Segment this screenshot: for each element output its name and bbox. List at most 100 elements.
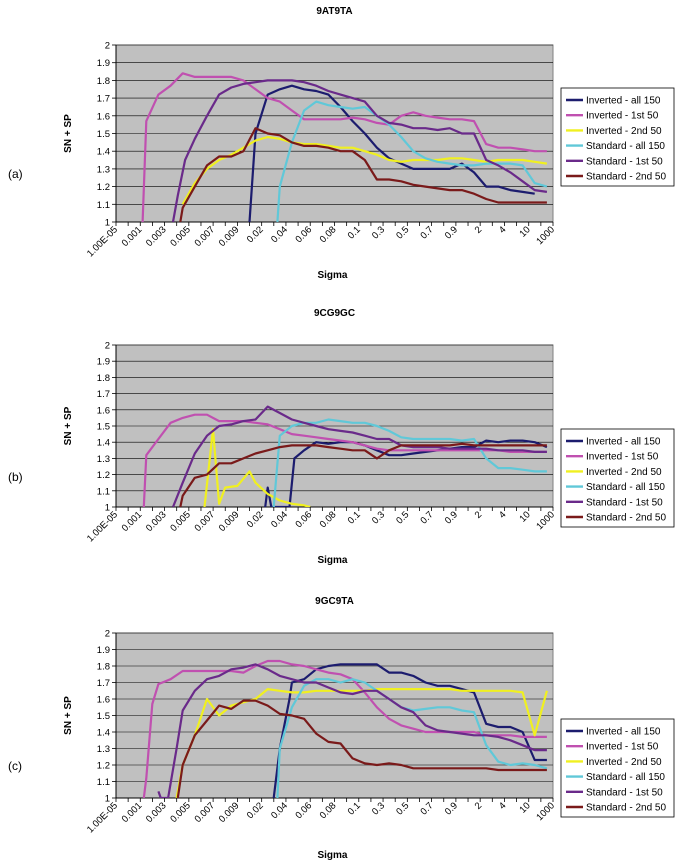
legend-entry: Standard - 1st 50 [586,156,663,167]
x-tick-label: 0.001 [120,224,145,249]
series-line-3 [175,687,548,798]
legend-entry: Inverted - all 150 [586,437,661,448]
x-tick-label: 0.005 [168,224,193,249]
legend-entry: Standard - 2nd 50 [586,172,666,183]
y-tick-label: 1.7 [97,94,110,105]
x-tick-label: 4 [497,224,509,236]
y-tick-label: 1.5 [97,129,110,140]
x-tick-label: 0.5 [394,224,411,241]
x-tick-label: 0.02 [245,224,266,245]
x-tick-label: 0.02 [245,800,266,821]
series-line-5 [171,79,548,222]
series-line-3 [181,135,548,205]
x-tick-label: 0.06 [293,800,314,821]
y-tick-label: 2 [105,41,110,52]
x-tick-label: 0.003 [144,800,169,825]
x-tick-label: 0.3 [370,509,387,526]
x-tick-label: 1000 [534,800,557,823]
x-tick-label: 0.001 [120,509,145,534]
panel-label: (a) [8,167,23,181]
series-line-6 [179,127,547,222]
x-tick-label: 10 [518,800,533,815]
legend-entry: Standard - all 150 [586,772,665,783]
y-tick-label: 1.7 [97,389,110,400]
legend-entry: Standard - 1st 50 [586,497,663,508]
y-tick-label: 1 [105,503,110,514]
series-line-2 [142,413,547,507]
y-tick-label: 1.9 [97,357,110,368]
y-tick-label: 1.6 [97,405,110,416]
x-tick-label: 0.1 [346,800,363,817]
y-tick-label: 1.8 [97,373,110,384]
x-tick-label: 0.003 [144,509,169,534]
x-tick-label: 2 [473,224,485,236]
y-tick-label: 1.9 [97,58,110,69]
x-tick-label: 0.009 [217,509,242,534]
x-tick-label: 0.001 [120,800,145,825]
x-tick-label: 0.06 [293,224,314,245]
panel-label: (b) [8,470,23,484]
x-tick-label: 0.5 [394,800,411,817]
y-tick-label: 1.6 [97,695,110,706]
series-line-1 [264,439,548,507]
y-tick-label: 1.4 [97,147,110,158]
series-line-2 [142,659,547,798]
x-tick-label: 4 [497,509,509,521]
x-tick-label: 1000 [534,224,557,247]
x-tick-label: 0.04 [269,224,290,245]
chart-panel-1: 11.11.21.31.41.51.61.71.81.921.00E-05 0.0… [8,6,675,281]
chart-title: 9AT9TA [316,6,352,17]
x-tick-label: 0.005 [168,509,193,534]
y-tick-label: 1.8 [97,662,110,673]
legend-entry: Standard - 1st 50 [586,787,663,798]
y-axis-title: SN + SP [63,696,74,735]
series-line-5 [157,663,547,798]
y-tick-label: 1.4 [97,728,110,739]
x-tick-label: 1.00E-05 [85,509,120,544]
x-tick-label: 4 [497,800,509,812]
x-tick-label: 0.7 [419,224,436,241]
y-tick-label: 1 [105,218,110,229]
chart-panel-3: 11.11.21.31.41.51.61.71.81.921.00E-05 0.0… [8,596,675,861]
x-tick-label: 0.1 [346,224,363,241]
y-tick-label: 1.3 [97,164,110,175]
x-tick-label: 0.3 [370,224,387,241]
x-tick-label: 0.3 [370,800,387,817]
legend-entry: Inverted - 2nd 50 [586,757,662,768]
y-axis-title: SN + SP [63,114,74,153]
x-tick-label: 0.08 [318,224,339,245]
y-tick-label: 2 [105,341,110,352]
y-tick-label: 1.1 [97,200,110,211]
x-tick-label: 0.007 [193,224,218,249]
legend-entry: Inverted - 2nd 50 [586,467,662,478]
x-tick-label: 0.9 [443,800,460,817]
y-tick-label: 1.8 [97,76,110,87]
x-axis-title: Sigma [317,555,347,566]
x-axis-title: Sigma [317,850,347,861]
legend-box [560,428,675,528]
legend-entry: Inverted - all 150 [586,96,661,107]
y-tick-label: 2 [105,629,110,640]
x-tick-label: 0.009 [217,224,242,249]
x-tick-label: 0.9 [443,509,460,526]
x-tick-label: 2 [473,800,485,812]
y-tick-label: 1.2 [97,470,110,481]
y-tick-label: 1.2 [97,761,110,772]
legend-entry: Standard - all 150 [586,482,665,493]
x-tick-label: 0.02 [245,509,266,530]
legend-entry: Standard - all 150 [586,141,665,152]
x-tick-label: 0.003 [144,224,169,249]
y-axis-title: SN + SP [63,406,74,445]
x-tick-label: 0.009 [217,800,242,825]
legend-entry: Inverted - 2nd 50 [586,126,662,137]
series-line-6 [176,699,547,798]
x-tick-label: 0.007 [193,509,218,534]
x-tick-label: 0.5 [394,509,411,526]
series-line-4 [276,100,548,222]
y-tick-label: 1.2 [97,182,110,193]
series-line-1 [248,84,535,222]
legend-entry: Inverted - 1st 50 [586,452,659,463]
y-tick-label: 1.3 [97,744,110,755]
series-line-1 [272,663,547,798]
